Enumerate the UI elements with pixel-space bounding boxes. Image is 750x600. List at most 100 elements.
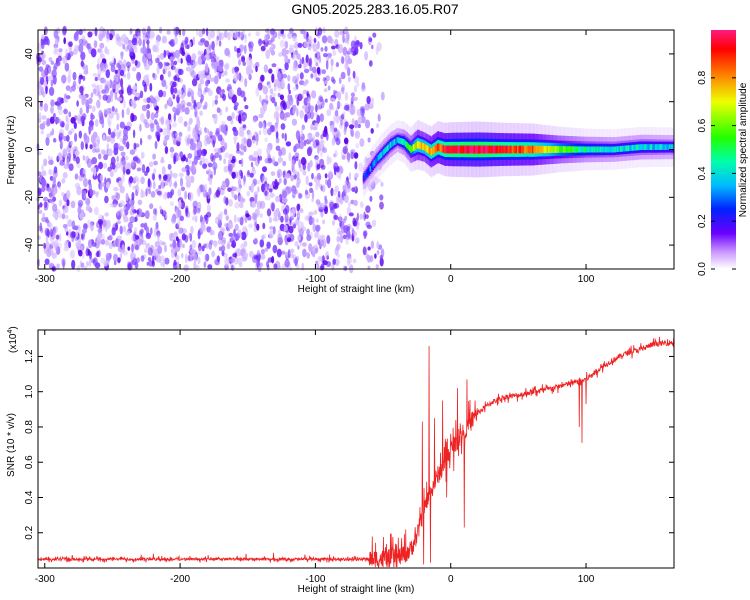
noise-speck <box>146 43 150 51</box>
ridge-cell <box>456 145 458 154</box>
noise-speck <box>324 198 328 205</box>
ridge-cell <box>525 145 527 154</box>
noise-speck <box>244 34 248 44</box>
y-tick-label: 20 <box>24 96 35 108</box>
noise-speck <box>161 166 166 176</box>
noise-speck <box>296 132 300 141</box>
noise-speck <box>75 156 80 165</box>
noise-speck <box>191 142 196 150</box>
noise-speck <box>109 29 115 38</box>
noise-speck <box>233 228 236 237</box>
noise-speck <box>94 76 98 82</box>
noise-speck <box>142 152 145 159</box>
noise-speck <box>88 125 94 132</box>
noise-speck <box>103 63 109 70</box>
noise-speck <box>99 174 103 182</box>
noise-speck <box>283 178 287 186</box>
noise-speck <box>347 58 353 65</box>
ridge-cell <box>473 145 476 154</box>
noise-speck <box>55 37 59 47</box>
noise-speck <box>67 219 73 227</box>
noise-speck <box>233 136 238 141</box>
noise-speck <box>277 30 281 40</box>
noise-speck <box>280 215 284 223</box>
noise-speck <box>341 56 345 65</box>
noise-speck <box>207 131 214 136</box>
noise-speck <box>269 192 275 198</box>
noise-speck <box>49 175 54 181</box>
noise-speck <box>217 230 224 241</box>
noise-speck <box>231 186 237 192</box>
noise-speck <box>302 248 307 258</box>
ridge-cell <box>510 145 513 154</box>
ridge-cell <box>653 144 656 150</box>
noise-speck <box>362 246 367 256</box>
noise-speck <box>175 242 181 252</box>
ridge-cell <box>435 144 438 152</box>
noise-speck <box>324 125 328 135</box>
noise-speck <box>221 120 226 126</box>
noise-speck <box>213 75 219 85</box>
noise-speck <box>196 187 201 195</box>
noise-speck <box>234 194 238 201</box>
noise-speck <box>329 124 335 133</box>
noise-speck <box>286 229 289 236</box>
noise-speck <box>258 121 263 129</box>
ridge-cell <box>529 145 531 154</box>
noise-speck <box>316 231 320 239</box>
noise-speck <box>308 211 314 216</box>
noise-speck <box>364 51 368 61</box>
noise-speck <box>275 130 279 140</box>
ridge-cell <box>634 144 637 151</box>
ridge-cell <box>385 146 388 152</box>
noise-speck <box>143 83 148 93</box>
noise-speck <box>125 230 131 236</box>
noise-speck <box>156 190 162 196</box>
noise-speck <box>269 88 274 95</box>
noise-speck <box>325 60 329 70</box>
noise-speck <box>354 46 359 55</box>
noise-speck <box>107 166 112 172</box>
x-tick-label: 0 <box>448 574 454 585</box>
noise-speck <box>190 105 194 111</box>
noise-speck <box>237 217 241 223</box>
noise-speck <box>312 126 318 131</box>
noise-speck <box>290 174 294 182</box>
noise-speck <box>58 199 63 207</box>
noise-speck <box>143 57 147 67</box>
ridge-cell <box>534 145 537 154</box>
noise-speck <box>87 251 92 256</box>
noise-speck <box>42 121 47 126</box>
noise-speck <box>351 130 354 137</box>
noise-speck <box>147 247 153 256</box>
noise-speck <box>80 262 85 268</box>
noise-speck <box>150 124 155 133</box>
spectrogram-y-label: Frequency (Hz) <box>6 116 17 185</box>
noise-speck <box>121 244 125 253</box>
noise-speck <box>237 178 242 186</box>
noise-speck <box>223 30 228 38</box>
noise-speck <box>186 102 192 107</box>
noise-speck <box>368 37 373 42</box>
noise-speck <box>175 132 179 138</box>
noise-speck <box>207 162 213 168</box>
ridge-cell <box>548 146 550 153</box>
ridge-cell <box>452 145 454 154</box>
noise-speck <box>67 130 73 136</box>
noise-speck <box>226 115 233 122</box>
noise-speck <box>73 225 79 231</box>
noise-speck <box>269 230 274 239</box>
noise-speck <box>111 163 116 170</box>
noise-speck <box>249 172 254 178</box>
noise-speck <box>139 137 143 146</box>
noise-speck <box>257 179 261 185</box>
noise-speck <box>154 140 158 150</box>
ridge-cell <box>462 145 465 154</box>
noise-speck <box>83 265 88 271</box>
noise-speck <box>271 92 277 97</box>
noise-speck <box>75 230 78 238</box>
noise-speck <box>274 178 278 188</box>
noise-speck <box>181 50 186 57</box>
noise-speck <box>241 115 248 121</box>
noise-speck <box>268 216 272 224</box>
